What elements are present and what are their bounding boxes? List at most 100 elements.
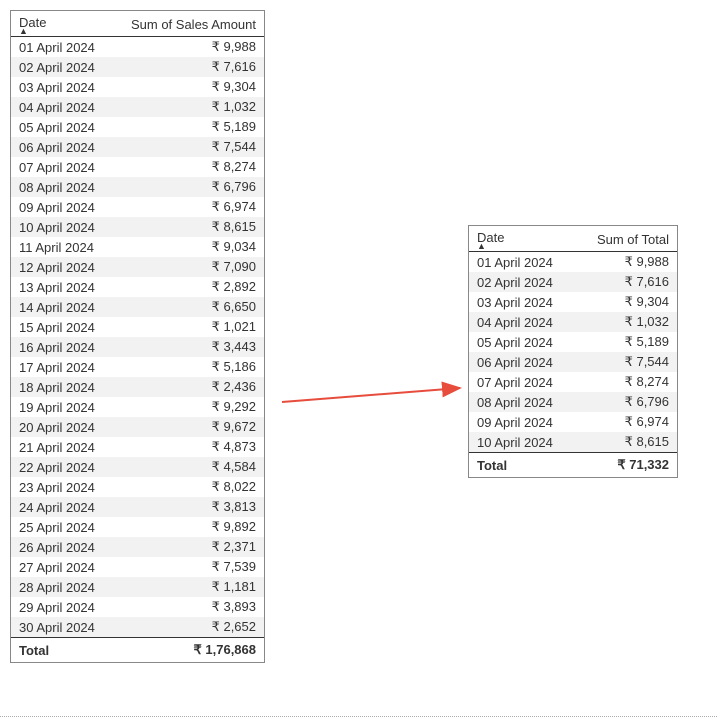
date-cell: 15 April 2024 [11,317,111,337]
date-cell: 13 April 2024 [11,277,111,297]
table-row: 08 April 2024₹ 6,796 [11,177,264,197]
col-date-header[interactable]: Date ▲ [469,226,575,252]
date-cell: 06 April 2024 [469,352,575,372]
date-cell: 10 April 2024 [469,432,575,453]
value-cell: ₹ 6,796 [111,177,264,197]
value-cell: ₹ 9,034 [111,237,264,257]
value-cell: ₹ 7,544 [575,352,677,372]
value-cell: ₹ 8,274 [575,372,677,392]
table-row: 28 April 2024₹ 1,181 [11,577,264,597]
value-cell: ₹ 1,181 [111,577,264,597]
value-cell: ₹ 3,813 [111,497,264,517]
table-row: 04 April 2024₹ 1,032 [11,97,264,117]
date-cell: 21 April 2024 [11,437,111,457]
table-row: 26 April 2024₹ 2,371 [11,537,264,557]
value-cell: ₹ 7,616 [111,57,264,77]
value-cell: ₹ 9,672 [111,417,264,437]
col-amount-header[interactable]: Sum of Sales Amount [111,11,264,37]
date-cell: 08 April 2024 [469,392,575,412]
date-cell: 08 April 2024 [11,177,111,197]
date-cell: 28 April 2024 [11,577,111,597]
date-cell: 19 April 2024 [11,397,111,417]
table-row: 13 April 2024₹ 2,892 [11,277,264,297]
col-total-header[interactable]: Sum of Total [575,226,677,252]
value-cell: ₹ 9,292 [111,397,264,417]
table-row: 11 April 2024₹ 9,034 [11,237,264,257]
date-cell: 03 April 2024 [469,292,575,312]
date-cell: 17 April 2024 [11,357,111,377]
table-row: 03 April 2024₹ 9,304 [11,77,264,97]
date-cell: 05 April 2024 [11,117,111,137]
table-row: 07 April 2024₹ 8,274 [11,157,264,177]
right-table-container: Date ▲ Sum of Total 01 April 2024₹ 9,988… [468,225,678,478]
value-cell: ₹ 8,022 [111,477,264,497]
table-row: 20 April 2024₹ 9,672 [11,417,264,437]
table-row: 24 April 2024₹ 3,813 [11,497,264,517]
total-label: Total [469,453,575,478]
date-cell: 22 April 2024 [11,457,111,477]
table-row: 16 April 2024₹ 3,443 [11,337,264,357]
value-cell: ₹ 2,436 [111,377,264,397]
value-cell: ₹ 8,615 [111,217,264,237]
value-cell: ₹ 9,304 [111,77,264,97]
sales-table-full: Date ▲ Sum of Sales Amount 01 April 2024… [11,11,264,662]
date-cell: 16 April 2024 [11,337,111,357]
total-value: ₹ 71,332 [575,453,677,478]
value-cell: ₹ 1,021 [111,317,264,337]
table-row: 12 April 2024₹ 7,090 [11,257,264,277]
value-cell: ₹ 6,974 [575,412,677,432]
total-value: ₹ 1,76,868 [111,638,264,663]
date-cell: 14 April 2024 [11,297,111,317]
value-cell: ₹ 9,988 [111,37,264,58]
value-cell: ₹ 7,090 [111,257,264,277]
value-cell: ₹ 8,615 [575,432,677,453]
value-cell: ₹ 9,988 [575,252,677,273]
value-cell: ₹ 2,892 [111,277,264,297]
date-cell: 25 April 2024 [11,517,111,537]
table-row: 27 April 2024₹ 7,539 [11,557,264,577]
date-cell: 12 April 2024 [11,257,111,277]
date-cell: 30 April 2024 [11,617,111,638]
table-row: 18 April 2024₹ 2,436 [11,377,264,397]
value-cell: ₹ 3,443 [111,337,264,357]
date-cell: 10 April 2024 [11,217,111,237]
table-row: 09 April 2024₹ 6,974 [469,412,677,432]
page-boundary [0,716,717,717]
date-cell: 06 April 2024 [11,137,111,157]
table-row: 03 April 2024₹ 9,304 [469,292,677,312]
value-cell: ₹ 1,032 [111,97,264,117]
date-cell: 20 April 2024 [11,417,111,437]
table-row: 02 April 2024₹ 7,616 [11,57,264,77]
date-cell: 09 April 2024 [11,197,111,217]
table-row: 05 April 2024₹ 5,189 [469,332,677,352]
date-cell: 18 April 2024 [11,377,111,397]
value-cell: ₹ 6,796 [575,392,677,412]
col-date-header[interactable]: Date ▲ [11,11,111,37]
date-cell: 24 April 2024 [11,497,111,517]
date-cell: 05 April 2024 [469,332,575,352]
table-row: 29 April 2024₹ 3,893 [11,597,264,617]
date-cell: 26 April 2024 [11,537,111,557]
table-row: 30 April 2024₹ 2,652 [11,617,264,638]
table-row: 21 April 2024₹ 4,873 [11,437,264,457]
value-cell: ₹ 2,652 [111,617,264,638]
date-cell: 11 April 2024 [11,237,111,257]
value-cell: ₹ 8,274 [111,157,264,177]
value-cell: ₹ 7,539 [111,557,264,577]
value-cell: ₹ 5,186 [111,357,264,377]
col-total-label: Sum of Total [597,232,669,247]
table-row: 08 April 2024₹ 6,796 [469,392,677,412]
table-row: 05 April 2024₹ 5,189 [11,117,264,137]
date-cell: 01 April 2024 [11,37,111,58]
value-cell: ₹ 9,304 [575,292,677,312]
date-cell: 07 April 2024 [11,157,111,177]
date-cell: 29 April 2024 [11,597,111,617]
date-cell: 01 April 2024 [469,252,575,273]
col-amount-label: Sum of Sales Amount [131,17,256,32]
value-cell: ₹ 2,371 [111,537,264,557]
table-row: 19 April 2024₹ 9,292 [11,397,264,417]
table-row: 23 April 2024₹ 8,022 [11,477,264,497]
date-cell: 07 April 2024 [469,372,575,392]
transform-arrow-icon [280,380,470,412]
value-cell: ₹ 6,650 [111,297,264,317]
